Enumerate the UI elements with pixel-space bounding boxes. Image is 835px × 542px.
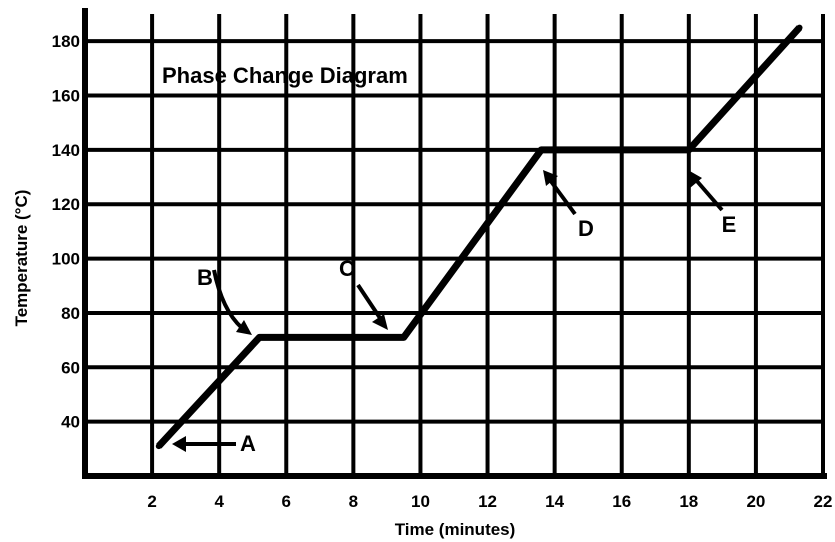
x-axis-label: Time (minutes) <box>395 520 516 539</box>
annotation-d: D <box>543 170 594 241</box>
axes <box>82 8 827 479</box>
series-group <box>155 24 803 450</box>
annotations-group: A B C D E <box>172 170 736 456</box>
annotation-a: A <box>172 431 256 456</box>
annotation-label: A <box>240 431 256 456</box>
annotation-arrow-shaft <box>548 178 577 216</box>
x-tick-label: 14 <box>545 492 564 511</box>
y-tick-label: 120 <box>52 195 80 214</box>
data-point <box>155 443 162 450</box>
annotation-arrowhead <box>236 320 252 335</box>
x-tick-label: 4 <box>214 492 224 511</box>
x-tick-label: 22 <box>814 492 833 511</box>
x-tick-label: 10 <box>411 492 430 511</box>
y-axis-label: Temperature (°C) <box>12 190 31 327</box>
annotation-arrowhead <box>372 314 388 330</box>
annotation-arrowhead <box>172 436 186 452</box>
y-tick-label: 180 <box>52 32 80 51</box>
data-point <box>796 24 803 31</box>
x-tick-label: 6 <box>282 492 291 511</box>
chart-title: Phase Change Diagram <box>162 63 408 88</box>
y-tick-label: 100 <box>52 250 80 269</box>
data-point <box>538 146 545 153</box>
data-point <box>400 334 407 341</box>
annotation-label: E <box>722 212 737 237</box>
annotation-label: D <box>578 216 594 241</box>
annotation-arrowhead <box>543 170 558 186</box>
y-tick-label: 40 <box>61 413 80 432</box>
grid-lines <box>85 14 825 476</box>
x-tick-label: 16 <box>612 492 631 511</box>
series-line <box>156 25 803 449</box>
x-tick-label: 18 <box>679 492 698 511</box>
annotation-arrowhead <box>688 170 702 188</box>
annotation-c: C <box>339 256 388 330</box>
annotation-label: C <box>339 256 355 281</box>
y-tick-label: 140 <box>52 141 80 160</box>
y-tick-label: 160 <box>52 87 80 106</box>
data-point <box>256 334 263 341</box>
data-point <box>685 146 692 153</box>
annotation-label: B <box>197 265 213 290</box>
annotation-arrow-shaft <box>694 178 724 212</box>
y-tick-label: 80 <box>61 304 80 323</box>
x-tick-label: 12 <box>478 492 497 511</box>
x-tick-label: 20 <box>746 492 765 511</box>
annotation-b: B <box>197 265 252 335</box>
x-tick-label: 8 <box>349 492 358 511</box>
x-tick-label: 2 <box>147 492 156 511</box>
y-tick-label: 60 <box>61 358 80 377</box>
annotation-arrow-shaft <box>356 283 382 320</box>
annotation-arrow-shaft <box>212 269 244 330</box>
tick-labels: 2 4 6 8 10 12 14 16 18 20 22 40 60 80 100 120 140 160 180 <box>52 32 833 511</box>
annotation-e: E <box>688 170 736 237</box>
